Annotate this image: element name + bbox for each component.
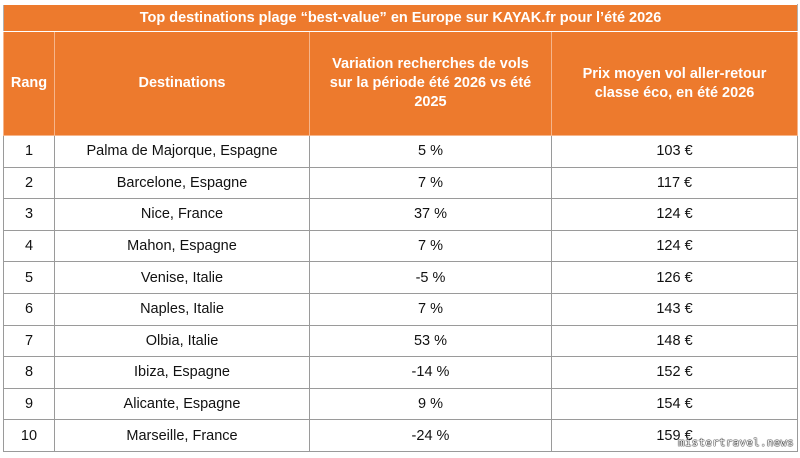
cell-rank: 2 [3, 166, 55, 200]
cell-price: 126 € [550, 261, 799, 294]
header-destination: Destinations [54, 31, 310, 136]
cell-rank: 10 [3, 419, 55, 452]
cell-destination: Olbia, Italie [54, 324, 310, 358]
header-rank: Rang [3, 31, 55, 136]
destinations-table-container: Top destinations plage “best-value” en E… [2, 4, 799, 452]
cell-destination: Naples, Italie [54, 292, 310, 326]
table-row: 1 Palma de Majorque, Espagne 5 % 103 € [3, 135, 799, 168]
table-row: 7 Olbia, Italie 53 % 148 € [3, 324, 799, 358]
cell-rank: 8 [3, 356, 55, 389]
cell-rank: 9 [3, 387, 55, 421]
cell-variation: 37 % [309, 198, 552, 231]
cell-price: 103 € [550, 135, 799, 168]
watermark: mistertravel.news [678, 436, 794, 449]
cell-variation: 7 % [309, 229, 552, 263]
cell-rank: 7 [3, 324, 55, 358]
cell-destination: Nice, France [54, 198, 310, 231]
cell-destination: Venise, Italie [54, 261, 310, 294]
cell-price: 148 € [550, 324, 799, 358]
cell-destination: Mahon, Espagne [54, 229, 310, 263]
destinations-table: Top destinations plage “best-value” en E… [2, 4, 799, 452]
table-row: 10 Marseille, France -24 % 159 € [3, 419, 799, 452]
cell-price: 152 € [550, 356, 799, 389]
cell-destination: Palma de Majorque, Espagne [54, 135, 310, 168]
cell-rank: 6 [3, 292, 55, 326]
table-row: 5 Venise, Italie -5 % 126 € [3, 261, 799, 294]
cell-price: 124 € [550, 229, 799, 263]
cell-rank: 3 [3, 198, 55, 231]
cell-price: 159 € [550, 419, 799, 452]
cell-variation: 7 % [309, 292, 552, 326]
cell-destination: Marseille, France [54, 419, 310, 452]
cell-variation: 7 % [309, 166, 552, 200]
cell-price: 154 € [550, 387, 799, 421]
table-row: 3 Nice, France 37 % 124 € [3, 198, 799, 231]
cell-variation: 5 % [309, 135, 552, 168]
cell-destination: Barcelone, Espagne [54, 166, 310, 200]
cell-price: 117 € [550, 166, 799, 200]
cell-rank: 1 [3, 135, 55, 168]
table-row: 4 Mahon, Espagne 7 % 124 € [3, 229, 799, 263]
cell-rank: 5 [3, 261, 55, 294]
table-row: 6 Naples, Italie 7 % 143 € [3, 292, 799, 326]
table-row: 9 Alicante, Espagne 9 % 154 € [3, 387, 799, 421]
table-row: 2 Barcelone, Espagne 7 % 117 € [3, 166, 799, 200]
table-header-row: Rang Destinations Variation recherches d… [3, 31, 799, 136]
cell-variation: 53 % [309, 324, 552, 358]
cell-destination: Ibiza, Espagne [54, 356, 310, 389]
cell-price: 124 € [550, 198, 799, 231]
cell-variation: -14 % [309, 356, 552, 389]
cell-destination: Alicante, Espagne [54, 387, 310, 421]
cell-rank: 4 [3, 229, 55, 263]
table-title-row: Top destinations plage “best-value” en E… [2, 4, 799, 32]
header-variation: Variation recherches de vols sur la péri… [309, 31, 552, 136]
cell-variation: 9 % [309, 387, 552, 421]
header-price: Prix moyen vol aller-retour classe éco, … [550, 31, 799, 136]
table-title: Top destinations plage “best-value” en E… [2, 4, 799, 32]
table-body: 1 Palma de Majorque, Espagne 5 % 103 €2 Barc… [3, 135, 799, 452]
cell-variation: -24 % [309, 419, 552, 452]
table-row: 8 Ibiza, Espagne -14 % 152 € [3, 356, 799, 389]
cell-price: 143 € [550, 292, 799, 326]
cell-variation: -5 % [309, 261, 552, 294]
